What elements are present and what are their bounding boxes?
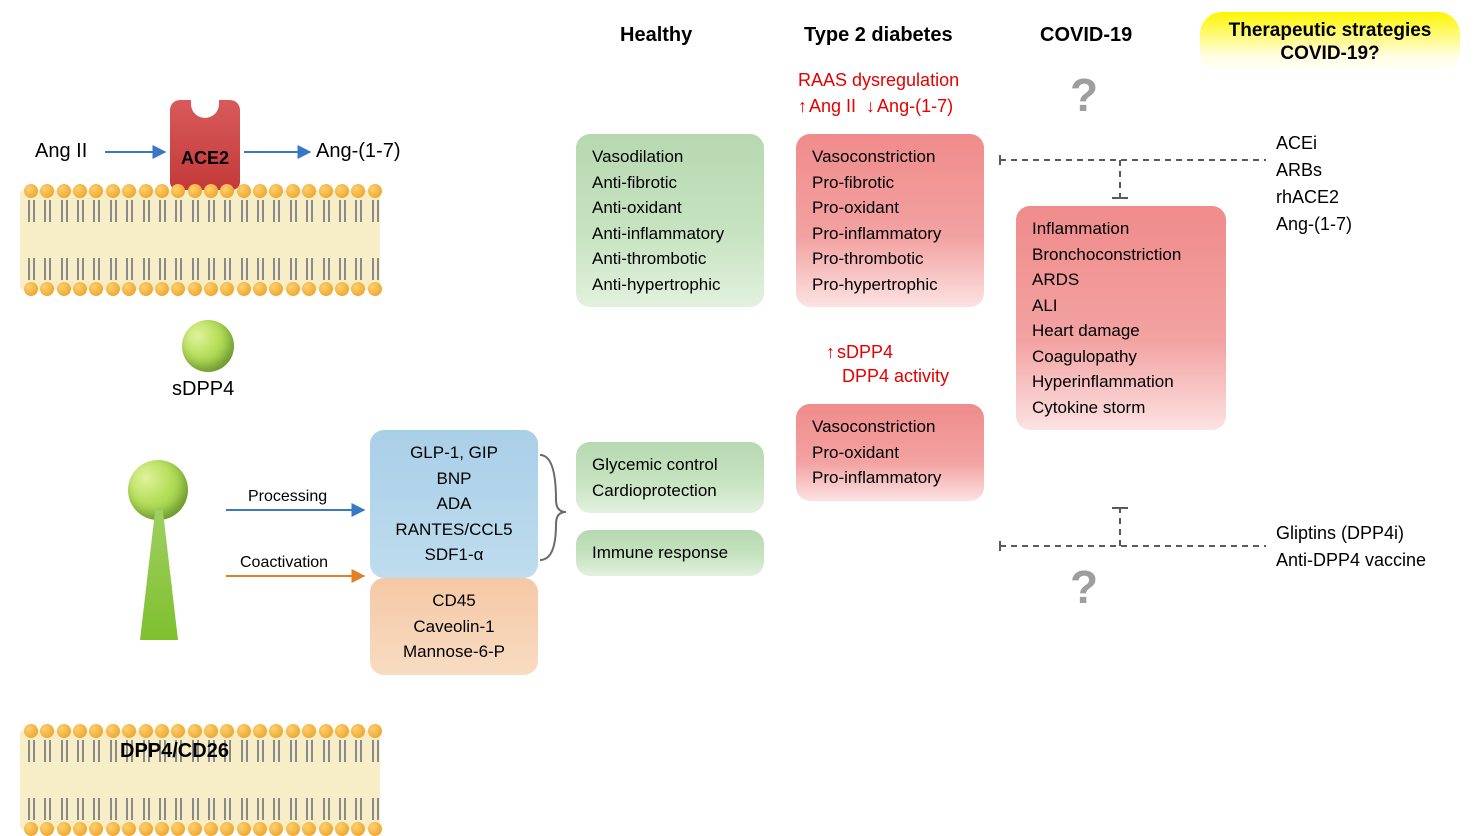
t2d-sdpp4: sDPP4 — [837, 342, 893, 362]
th-u-2: rhACE2 — [1276, 184, 1352, 211]
blue-4: SDF1-α — [386, 542, 522, 568]
h-a-5: Anti-hypertrophic — [592, 272, 748, 298]
th-u-1: ARBs — [1276, 157, 1352, 184]
ace2-receptor: ACE2 — [170, 100, 240, 190]
t-a-2: Pro-oxidant — [812, 195, 968, 221]
t2d-angii: Ang II — [809, 96, 856, 116]
t-a-5: Pro-hypertrophic — [812, 272, 968, 298]
h-a-4: Anti-thrombotic — [592, 246, 748, 272]
coactivation-box: CD45 Caveolin-1 Mannose-6-P — [370, 578, 538, 675]
th-l-1: Anti-DPP4 vaccine — [1276, 547, 1426, 574]
healthy-dpp4-a-card: Glycemic control Cardioprotection — [576, 442, 764, 513]
t-d-0: Vasoconstriction — [812, 414, 968, 440]
dpp4-label: DPP4/CD26 — [120, 740, 229, 763]
t2d-dpp4-card: Vasoconstriction Pro-oxidant Pro-inflamm… — [796, 404, 984, 501]
dpp4-stalk — [140, 510, 178, 640]
h-d-a1: Cardioprotection — [592, 478, 748, 504]
qmark-upper: ? — [1070, 68, 1098, 122]
healthy-dpp4-b-card: Immune response — [576, 530, 764, 576]
therapy-l2: COVID-19? — [1280, 43, 1379, 64]
therapy-l1: Therapeutic strategies — [1229, 20, 1432, 41]
orng-1: Caveolin-1 — [386, 614, 522, 640]
healthy-ace2-card: Vasodilation Anti-fibrotic Anti-oxidant … — [576, 134, 764, 307]
covid-card: Inflammation Bronchoconstriction ARDS AL… — [1016, 206, 1226, 430]
c-5: Coagulopathy — [1032, 344, 1210, 370]
h-d-a0: Glycemic control — [592, 452, 748, 478]
blue-1: BNP — [386, 466, 522, 492]
header-therapy: Therapeutic strategies COVID-19? — [1200, 12, 1460, 74]
c-1: Bronchoconstriction — [1032, 242, 1210, 268]
c-0: Inflammation — [1032, 216, 1210, 242]
down-arrow-icon — [866, 96, 877, 116]
h-a-2: Anti-oxidant — [592, 195, 748, 221]
t-a-0: Vasoconstriction — [812, 144, 968, 170]
c-3: ALI — [1032, 293, 1210, 319]
th-l-0: Gliptins (DPP4i) — [1276, 520, 1426, 547]
h-a-3: Anti-inflammatory — [592, 221, 748, 247]
th-u-3: Ang-(1-7) — [1276, 211, 1352, 238]
header-t2d: Type 2 diabetes — [804, 24, 953, 47]
t2d-dpp4act: DPP4 activity — [842, 366, 949, 387]
c-4: Heart damage — [1032, 318, 1210, 344]
processing-label: Processing — [248, 488, 327, 506]
th-u-0: ACEi — [1276, 130, 1352, 157]
up-arrow-icon — [798, 96, 809, 116]
t-a-1: Pro-fibrotic — [812, 170, 968, 196]
qmark-lower: ? — [1070, 560, 1098, 614]
blue-3: RANTES/CCL5 — [386, 517, 522, 543]
coactivation-label: Coactivation — [240, 554, 328, 572]
t2d-raas-label: RAAS dysregulation — [798, 70, 959, 91]
t-a-3: Pro-inflammatory — [812, 221, 968, 247]
blue-2: ADA — [386, 491, 522, 517]
blue-0: GLP-1, GIP — [386, 440, 522, 466]
ace2-label: ACE2 — [170, 148, 240, 169]
orng-0: CD45 — [386, 588, 522, 614]
c-2: ARDS — [1032, 267, 1210, 293]
orng-2: Mannose-6-P — [386, 639, 522, 665]
sdpp4-sphere — [182, 320, 234, 372]
header-covid: COVID-19 — [1040, 24, 1132, 47]
sdpp4-label: sDPP4 — [172, 378, 234, 401]
t-d-2: Pro-inflammatory — [812, 465, 968, 491]
h-a-1: Anti-fibrotic — [592, 170, 748, 196]
t-a-4: Pro-thrombotic — [812, 246, 968, 272]
h-d-b0: Immune response — [592, 540, 748, 566]
therapy-upper-list: ACEi ARBs rhACE2 Ang-(1-7) — [1276, 130, 1352, 238]
t2d-ang17: Ang-(1-7) — [877, 96, 953, 116]
ang17-label: Ang-(1-7) — [316, 140, 400, 163]
t-d-1: Pro-oxidant — [812, 440, 968, 466]
header-healthy: Healthy — [620, 24, 692, 47]
t2d-ace2-card: Vasoconstriction Pro-fibrotic Pro-oxidan… — [796, 134, 984, 307]
c-7: Cytokine storm — [1032, 395, 1210, 421]
processing-substrates-box: GLP-1, GIP BNP ADA RANTES/CCL5 SDF1-α — [370, 430, 538, 578]
ang-ii-label: Ang II — [35, 140, 87, 163]
up-arrow-icon-2 — [826, 342, 837, 362]
c-6: Hyperinflammation — [1032, 369, 1210, 395]
h-a-0: Vasodilation — [592, 144, 748, 170]
therapy-lower-list: Gliptins (DPP4i) Anti-DPP4 vaccine — [1276, 520, 1426, 574]
membrane-upper — [20, 190, 380, 290]
